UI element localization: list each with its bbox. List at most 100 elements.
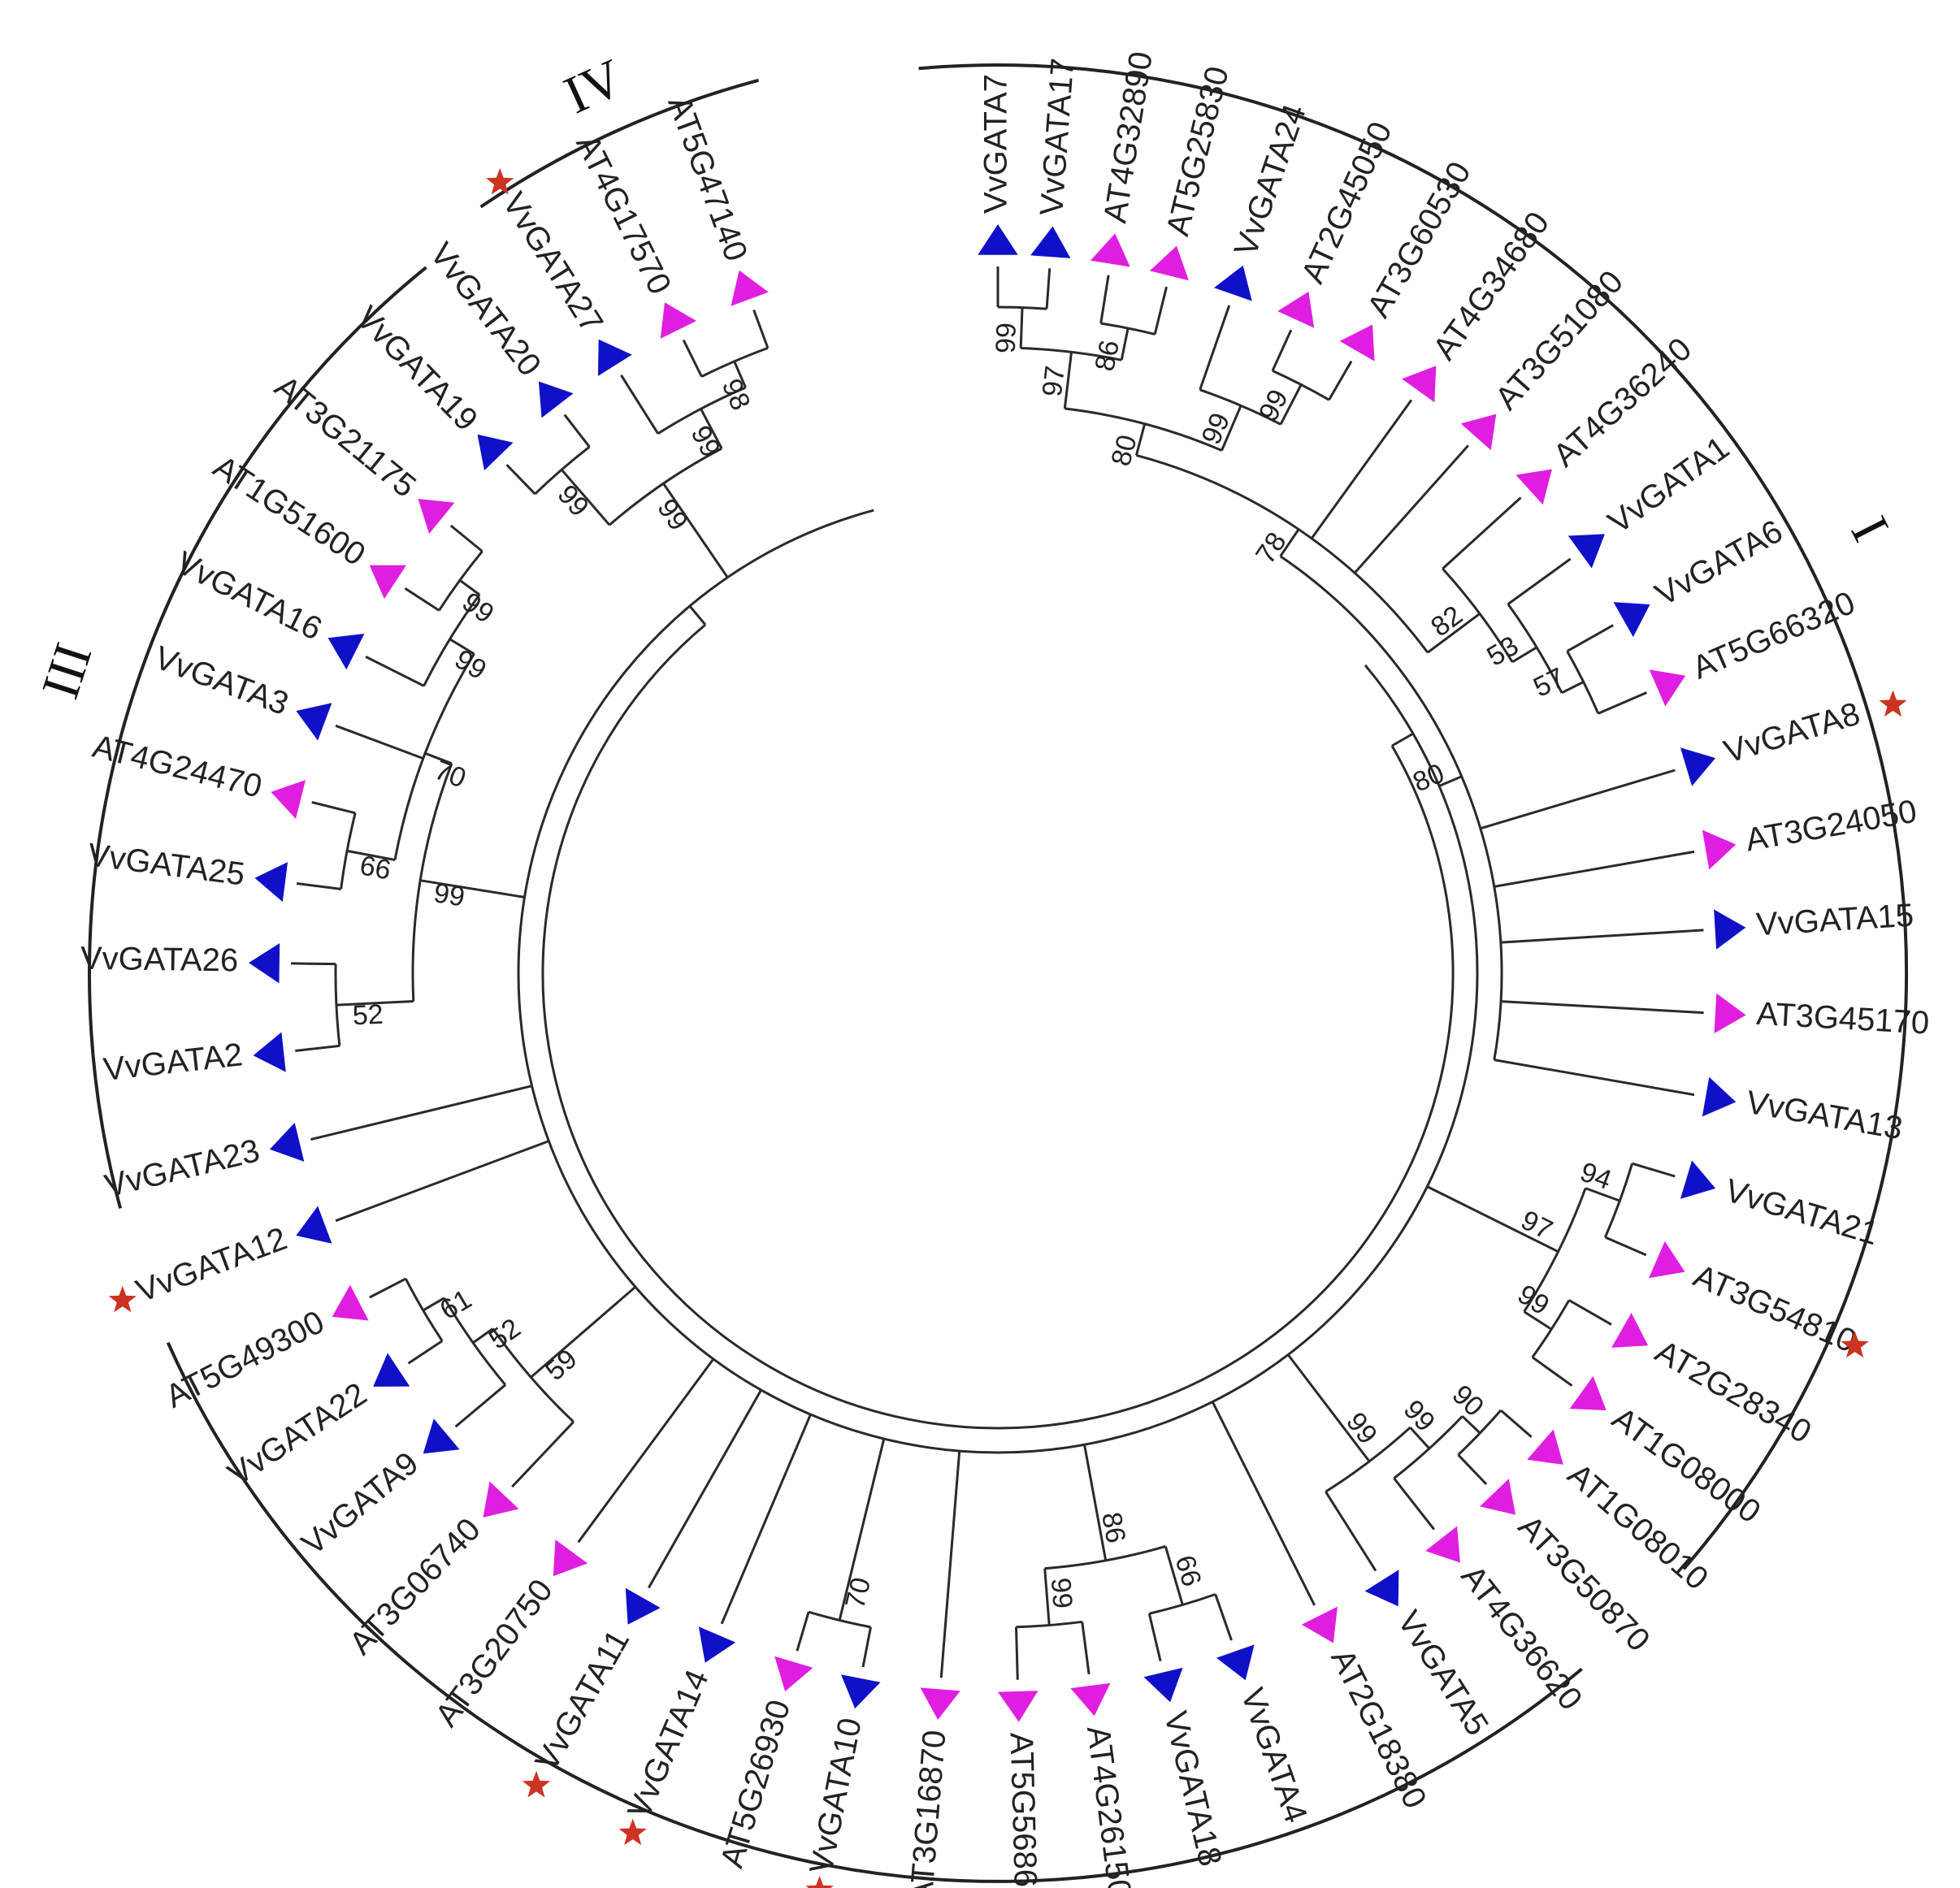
branch-arc [609, 447, 722, 526]
bootstrap-value: 90 [1446, 1379, 1490, 1423]
leaf-label: VvGATA21 [1721, 1172, 1883, 1252]
arabidopsis-triangle-marker [1480, 1479, 1516, 1515]
group-arcs [88, 63, 1909, 1883]
arabidopsis-triangle-marker [1611, 1313, 1649, 1348]
branch-leaf [1153, 286, 1168, 335]
vitis-triangle-marker [1680, 747, 1716, 786]
leaf-label: AT4G17570 [569, 129, 678, 300]
bootstrap-value: 99 [685, 421, 726, 462]
arabidopsis-triangle-marker [369, 565, 406, 600]
branch-leaf [1568, 1299, 1612, 1326]
leaf-label: VvGATA9 [295, 1445, 425, 1562]
vitis-triangle-marker [1568, 534, 1605, 569]
group-label: IV [556, 48, 632, 125]
arabidopsis-triangle-marker [1425, 1526, 1460, 1563]
branch-backbone-inner [541, 623, 1455, 1430]
bootstrap-value: 99 [651, 493, 694, 536]
vitis-triangle-marker [327, 634, 365, 670]
leaf-label: AT1G51600 [207, 448, 371, 573]
branch-leaf [1500, 929, 1704, 944]
bootstrap-value: 99 [551, 479, 594, 522]
tree-branches [291, 266, 1704, 1680]
branch-internal [1391, 732, 1414, 747]
branch-leaf [1045, 268, 1052, 310]
branch-internal [662, 483, 729, 578]
leaf-label: AT4G32890 [1097, 50, 1160, 226]
arabidopsis-triangle-marker [1649, 1241, 1685, 1279]
branch-leaf [1199, 305, 1231, 391]
branch-leaf [1211, 1401, 1316, 1606]
branch-leaf [1494, 850, 1695, 888]
branch-leaf [1393, 1477, 1435, 1531]
branch-arc [997, 305, 1047, 310]
bootstrap-value: 99 [1512, 1279, 1555, 1321]
branch-internal [838, 1438, 886, 1621]
branch-internal [336, 1000, 414, 1007]
bootstrap-value: 97 [1516, 1205, 1558, 1246]
branch-leaf [682, 340, 703, 378]
branch-leaf [720, 1414, 812, 1625]
star-icon [522, 1770, 551, 1798]
branch-leaf [505, 464, 536, 496]
arabidopsis-triangle-marker [920, 1687, 960, 1720]
vitis-triangle-marker [1214, 265, 1252, 301]
branch-leaf [1566, 624, 1614, 652]
vitis-triangle-marker [253, 1032, 286, 1072]
arabidopsis-triangle-marker [1301, 1606, 1338, 1643]
arabidopsis-triangle-marker [1149, 245, 1189, 281]
leaf-label: VvGATA10 [804, 1715, 869, 1877]
arabidopsis-triangle-marker [1516, 469, 1552, 505]
leaf-label: AT3G20750 [428, 1573, 560, 1733]
bootstrap-value: 52 [483, 1313, 527, 1356]
leaf-label: AT5G56860 [1004, 1732, 1044, 1888]
leaf-label: VvGATA15 [1755, 898, 1914, 943]
leaf-label: AT5G47140 [661, 91, 754, 266]
branch-internal [424, 751, 453, 765]
branch-leaf [1480, 769, 1676, 830]
branch-internal [422, 1297, 445, 1312]
leaf-label: AT4G26150 [1080, 1724, 1138, 1888]
branch-leaf [1457, 1453, 1488, 1486]
arabidopsis-triangle-marker [774, 1656, 813, 1691]
leaf-label: VvGATA3 [150, 640, 293, 722]
branch-leaf [1325, 1491, 1377, 1572]
branch-leaf [454, 1384, 506, 1428]
leaf-label: AT5G26930 [714, 1696, 798, 1872]
leaf-label: VvGATA11 [529, 1624, 637, 1777]
branch-internal [1063, 352, 1073, 409]
branch-internal [1287, 1353, 1371, 1462]
branch-leaf [369, 1277, 406, 1299]
bootstrap-value: 99 [457, 587, 500, 630]
bootstrap-value: 99 [1045, 1577, 1078, 1610]
branch-internal [688, 605, 707, 626]
branch-arc [1566, 650, 1600, 714]
bootstrap-value: 99 [449, 643, 492, 686]
branch-arc [1531, 1299, 1571, 1358]
leaf-label: VvGATA25 [86, 837, 247, 892]
leaf-label: AT3G24050 [1743, 794, 1919, 859]
branch-internal [1043, 1568, 1051, 1626]
branch-internal [1279, 383, 1303, 425]
bootstrap-value: 99 [991, 322, 1022, 353]
bootstrap-value: 78 [1250, 526, 1293, 569]
branch-arc [1325, 1426, 1411, 1493]
leaf-label: AT3G16870 [904, 1729, 953, 1888]
leaf-label: VvGATA19 [349, 300, 485, 438]
arabidopsis-triangle-marker [1527, 1429, 1563, 1465]
group-arc [479, 78, 760, 209]
vitis-triangle-marker [1143, 1667, 1183, 1703]
leaf-label: VvGATA12 [132, 1221, 292, 1310]
leaf-label: AT4G24470 [89, 729, 266, 805]
branch-internal [1585, 1187, 1620, 1202]
branch-leaf [1310, 399, 1413, 539]
branch-internal [1134, 423, 1147, 456]
branch-leaf [407, 1340, 444, 1365]
leaf-label: VvGATA8 [1720, 695, 1864, 770]
branch-leaf [335, 724, 424, 760]
branch-leaf [1353, 444, 1469, 574]
leaf-label: AT2G18380 [1324, 1643, 1433, 1814]
branch-internal [459, 579, 480, 596]
star-icon [805, 1875, 834, 1888]
branch-internal [419, 879, 525, 899]
